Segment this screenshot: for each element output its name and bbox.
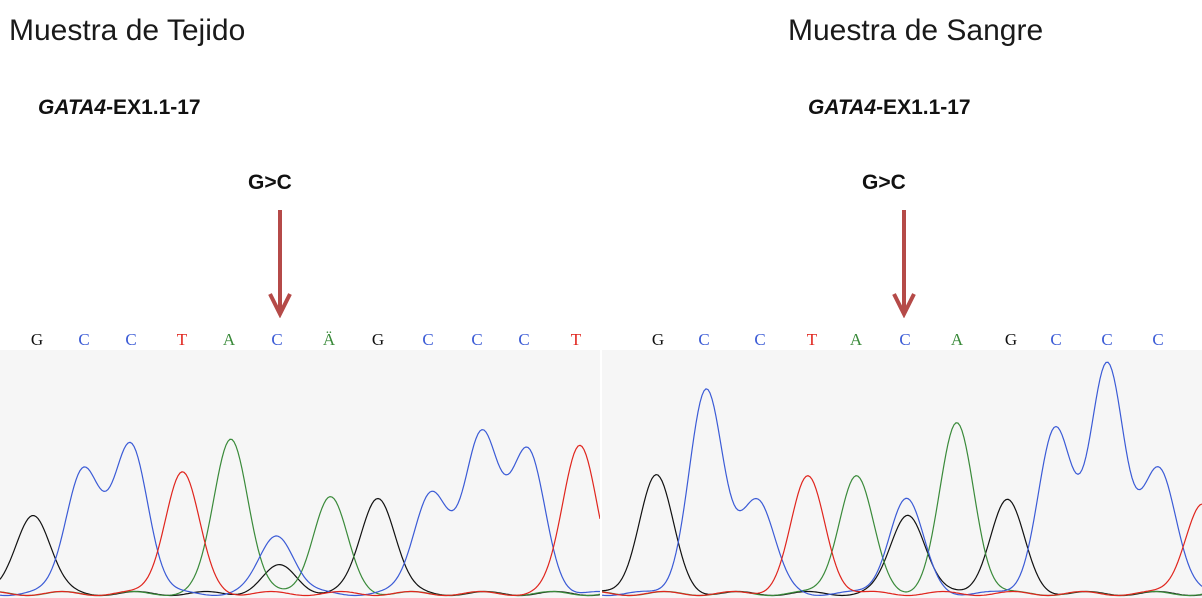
base-call-10: C [1101, 330, 1112, 349]
tissue-down-arrow-icon [268, 210, 292, 318]
trace-t [602, 475, 1202, 597]
blood-sample-panel: Muestra de Sangre GATA4-EX1.1-17 G>C G C C… [602, 0, 1202, 598]
base-call-10: C [471, 330, 482, 349]
trace-t [0, 444, 600, 597]
base-call-4: T [807, 330, 818, 349]
base-call-11: C [518, 330, 529, 349]
base-call-8: G [1005, 330, 1017, 349]
tissue-gene-name: GATA4 [38, 96, 107, 119]
base-call-3: C [125, 330, 136, 349]
blood-gene-label: GATA4-EX1.1-17 [808, 96, 971, 120]
base-call-7: A [951, 330, 964, 349]
tissue-gene-label: GATA4-EX1.1-17 [38, 96, 201, 120]
tissue-sample-title: Muestra de Tejido [9, 14, 246, 47]
blood-sample-title: Muestra de Sangre [788, 14, 1044, 47]
base-call-8: G [372, 330, 384, 349]
trace-c [0, 428, 600, 597]
base-call-2: C [78, 330, 89, 349]
tissue-gene-exon: -EX1.1-17 [106, 96, 201, 119]
base-call-9: C [422, 330, 433, 349]
base-call-2: C [698, 330, 709, 349]
blood-down-arrow-icon [892, 210, 916, 318]
base-call-5: A [850, 330, 863, 349]
blood-gene-exon: -EX1.1-17 [876, 96, 971, 119]
base-call-1: G [652, 330, 664, 349]
blood-mutation-label: G>C [862, 171, 906, 194]
tissue-mutation-label: G>C [248, 171, 292, 194]
base-call-6: C [271, 330, 282, 349]
trace-background [0, 350, 600, 598]
base-call-7: Ä [323, 330, 336, 349]
blood-gene-name: GATA4 [808, 96, 877, 119]
trace-c [602, 361, 1202, 597]
trace-background [602, 350, 1202, 598]
base-call-9: C [1050, 330, 1061, 349]
base-call-12: T [571, 330, 582, 349]
base-call-3: C [754, 330, 765, 349]
base-call-6: C [899, 330, 910, 349]
base-call-4: T [177, 330, 188, 349]
base-call-1: G [31, 330, 43, 349]
base-call-11: C [1152, 330, 1163, 349]
base-call-5: A [223, 330, 236, 349]
tissue-sample-panel: Muestra de Tejido GATA4-EX1.1-17 G>C G C C… [0, 0, 600, 598]
